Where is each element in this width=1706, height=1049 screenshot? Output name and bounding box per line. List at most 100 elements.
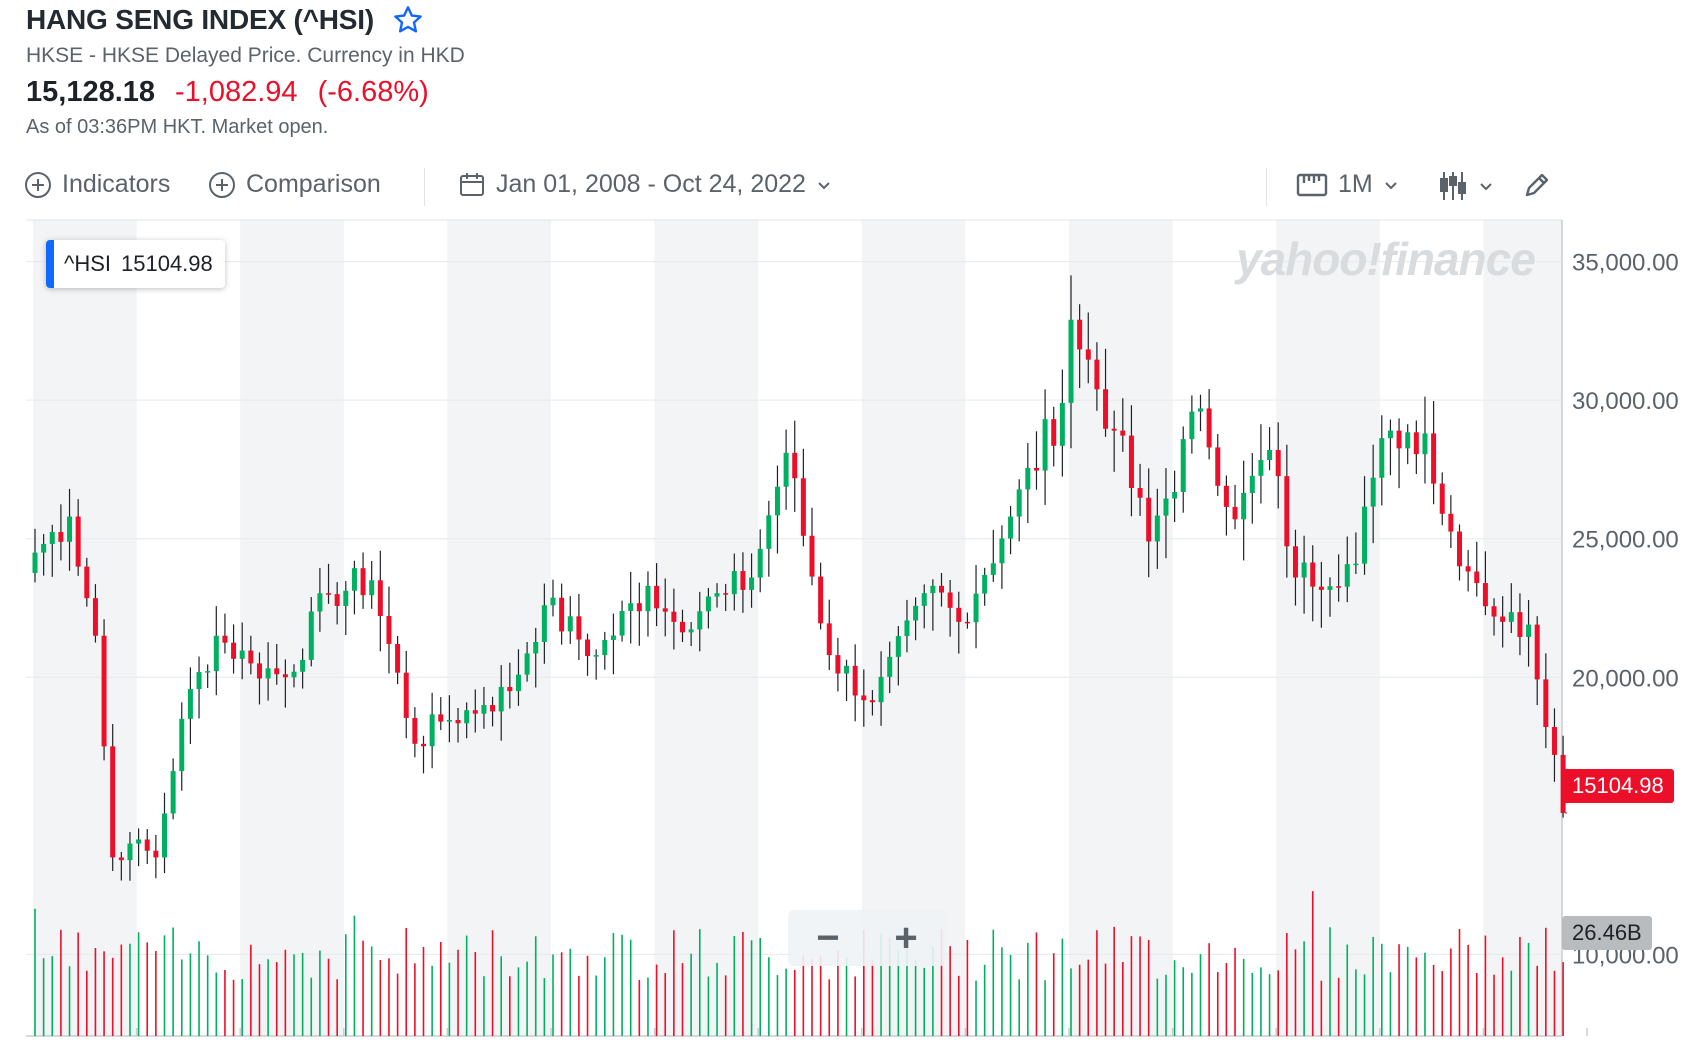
candle-down (1292, 546, 1298, 578)
candle-up (731, 571, 737, 595)
candle-down (1232, 506, 1238, 520)
candle-down (1085, 349, 1091, 360)
candle-up (887, 656, 893, 677)
candle-down (1396, 430, 1402, 449)
chevron-down-icon (1385, 181, 1397, 189)
year-band (654, 220, 759, 1036)
year-band (1276, 220, 1380, 1036)
candle-up (878, 676, 884, 703)
candle-down (421, 743, 426, 747)
candle-up (982, 574, 988, 594)
candle-up (170, 771, 176, 814)
candle-down (792, 452, 798, 479)
candle-up (705, 596, 711, 612)
candle-up (610, 635, 616, 640)
candle-up (1189, 411, 1195, 440)
candle-down (153, 850, 159, 858)
candle-up (291, 671, 297, 678)
candle-up (1258, 459, 1264, 476)
candle-up (697, 611, 703, 630)
candle-down (1543, 679, 1549, 728)
candle-down (1120, 430, 1126, 436)
chevron-down-icon (818, 181, 830, 189)
comparison-button[interactable]: Comparison (208, 170, 381, 199)
candle-down (144, 839, 150, 851)
candle-up (464, 710, 470, 724)
market-status: As of 03:36PM HKT. Market open. (26, 116, 329, 138)
candle-down (110, 746, 116, 858)
candle-up (593, 655, 599, 657)
indicators-button[interactable]: Indicators (24, 170, 170, 199)
candle-up (1249, 475, 1255, 493)
candle-up (369, 580, 375, 596)
candle-down (334, 594, 340, 606)
candle-up (265, 668, 271, 679)
candle-down (1491, 606, 1497, 617)
candle-up (913, 605, 919, 621)
date-range-selector[interactable]: Jan 01, 2008 - Oct 24, 2022 (458, 170, 832, 199)
candle-down (1137, 488, 1143, 498)
toolbar-divider (424, 168, 425, 206)
candle-up (904, 620, 910, 637)
candle-down (1517, 612, 1523, 637)
candle-down (636, 603, 642, 612)
candle-up (619, 610, 625, 636)
calendar-icon (460, 172, 484, 196)
candle-up (688, 629, 694, 633)
candle-up (49, 532, 55, 544)
candle-up (749, 577, 755, 590)
draw-tool-button[interactable] (1522, 170, 1552, 200)
candle-down (861, 695, 867, 701)
candle-down (800, 478, 806, 536)
candle-up (757, 548, 763, 578)
price-change-percent: (-6.68%) (317, 76, 429, 108)
plus-circle-icon (25, 171, 51, 198)
zoom-in-button[interactable]: + (894, 915, 918, 960)
candle-down (939, 585, 944, 593)
candle-up (1172, 491, 1178, 499)
candle-up (498, 686, 504, 712)
candle-down (809, 535, 815, 577)
candle-down (395, 643, 401, 673)
candle-down (472, 710, 478, 714)
star-icon[interactable] (392, 4, 424, 36)
indicators-label: Indicators (62, 170, 171, 198)
interval-label: 1M (1338, 170, 1373, 198)
date-range-label: Jan 01, 2008 - Oct 24, 2022 (496, 170, 806, 198)
current-price: 15,128.18 (26, 76, 156, 108)
candle-down (1051, 419, 1057, 446)
candle-down (274, 668, 280, 675)
chart-area[interactable]: 35,000.00 30,000.00 25,000.00 20,000.00 10,0… (0, 216, 1706, 1049)
candle-up (714, 593, 720, 597)
volume-tag: 26.46B (1562, 916, 1652, 950)
interval-selector[interactable]: 1M (1296, 170, 1399, 199)
candle-up (308, 611, 314, 660)
candle-down (1206, 408, 1212, 448)
zoom-out-button[interactable]: − (816, 915, 840, 960)
candle-up (343, 590, 349, 606)
candle-up (1370, 477, 1376, 507)
candle-up (1016, 489, 1022, 517)
candle-down (1284, 476, 1290, 547)
chart-type-selector[interactable] (1438, 170, 1494, 202)
candle-up (533, 641, 539, 654)
candle-down (490, 705, 496, 712)
candle-down (1128, 435, 1134, 489)
candle-down (1465, 566, 1471, 572)
price-chart[interactable]: 35,000.0030,000.0025,000.0020,000.0010,0… (0, 216, 1706, 1049)
y-tick-label: 20,000.00 (1572, 665, 1679, 692)
candle-up (127, 843, 133, 861)
candle-down (222, 635, 228, 643)
comparison-label: Comparison (246, 170, 381, 198)
candle-down (869, 700, 875, 703)
candle-up (1008, 516, 1014, 539)
candle-up (766, 515, 772, 549)
candle-down (256, 663, 262, 679)
price-row: 15,128.18 -1,082.94 (-6.68%) (26, 76, 429, 109)
ruler-icon (1296, 173, 1328, 196)
candle-up (1241, 492, 1247, 520)
candle-up (567, 616, 573, 632)
candle-down (412, 717, 418, 744)
candle-up (1362, 506, 1368, 564)
candle-up (351, 568, 357, 591)
